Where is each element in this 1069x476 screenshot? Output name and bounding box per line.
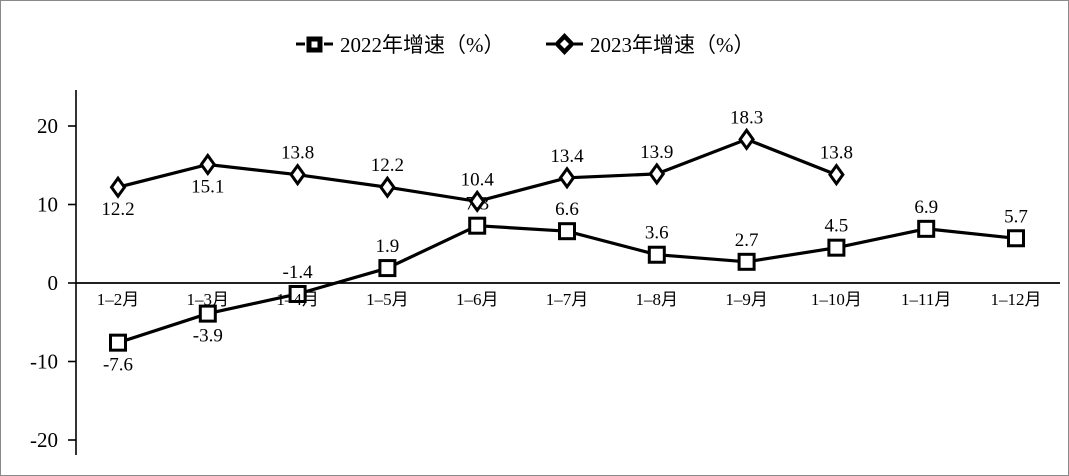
data-point-marker-diamond[interactable] xyxy=(828,163,845,187)
x-axis-category-label: 1–3月 xyxy=(187,290,230,309)
data-point-label: 18.3 xyxy=(730,107,763,128)
data-point-marker-square[interactable] xyxy=(198,304,217,323)
x-axis-category-label: 1–9月 xyxy=(725,290,768,309)
data-point-label: 13.4 xyxy=(550,146,584,167)
data-point-label: 12.2 xyxy=(371,155,404,176)
data-point-labels: -7.6 -3.9 -1.4 1.9 7.3 6.6 3.6 2.7 4.5 6.9 5.7 12.2… xyxy=(101,107,1028,375)
x-axis-category-label: 1–7月 xyxy=(546,290,589,309)
y-tick-label: -20 xyxy=(30,428,58,452)
series-layer xyxy=(109,127,1025,352)
data-point-marker-diamond[interactable] xyxy=(109,175,127,199)
data-point-marker-diamond[interactable] xyxy=(558,166,576,190)
data-point-label: 3.6 xyxy=(645,223,669,244)
data-point-marker-diamond[interactable] xyxy=(738,127,755,151)
data-point-marker-diamond[interactable] xyxy=(468,189,486,213)
x-axis-category-label: 1–6月 xyxy=(456,290,499,309)
data-point-marker-square[interactable] xyxy=(1007,229,1025,248)
data-point-label: -1.4 xyxy=(283,262,314,283)
data-point-marker-square[interactable] xyxy=(109,333,127,352)
data-point-marker-diamond[interactable] xyxy=(379,175,396,199)
data-point-label: 4.5 xyxy=(825,216,849,237)
y-tick-label: -10 xyxy=(30,350,58,374)
data-point-label: 12.2 xyxy=(101,199,134,220)
x-axis-category-label: 1–8月 xyxy=(636,290,679,309)
data-point-marker-square[interactable] xyxy=(288,284,307,303)
category-axis-labels: 1–2月 1–3月 1–4月 1–5月 1–6月 1–7月 1–8月 1–9月 1–10月 1–1… xyxy=(97,290,1042,309)
legend-square-inner-2022 xyxy=(311,41,318,48)
series-2023 xyxy=(109,127,845,213)
legend-item-2023[interactable]: 2023年增速（%） xyxy=(546,33,755,57)
data-point-marker-square[interactable] xyxy=(917,219,936,238)
data-point-label: 15.1 xyxy=(191,176,224,197)
y-tick-label: 10 xyxy=(37,193,58,217)
legend-label-2023: 2023年增速（%） xyxy=(590,33,755,57)
x-axis-category-label: 1–12月 xyxy=(991,290,1042,309)
legend-label-2022: 2022年增速（%） xyxy=(340,33,505,57)
data-point-marker-square[interactable] xyxy=(827,238,846,257)
data-point-marker-square[interactable] xyxy=(647,245,666,264)
data-point-label: 13.8 xyxy=(281,143,314,164)
y-axis-ticks: 20 10 0 -10 -20 xyxy=(30,114,76,452)
data-point-label: 6.9 xyxy=(914,197,938,218)
data-point-marker-diamond[interactable] xyxy=(289,163,306,187)
x-axis-category-label: 1–11月 xyxy=(901,290,951,309)
y-axis: 20 10 0 -10 -20 xyxy=(30,90,77,455)
data-point-label: 2.7 xyxy=(735,230,759,251)
data-point-label: 1.9 xyxy=(376,236,400,257)
data-point-marker-square[interactable] xyxy=(558,222,576,241)
y-tick-label: 20 xyxy=(37,114,58,138)
data-point-marker-diamond[interactable] xyxy=(648,162,666,186)
data-point-label: -3.9 xyxy=(193,326,223,347)
x-axis-category-label: 1–4月 xyxy=(276,290,319,309)
data-point-marker-square[interactable] xyxy=(737,252,756,271)
data-point-label: 10.4 xyxy=(461,169,495,190)
chart-legend: 2022年增速（%） 2023年增速（%） xyxy=(296,33,755,57)
data-point-label: 13.8 xyxy=(820,143,853,164)
data-point-marker-diamond[interactable] xyxy=(199,152,217,177)
x-axis-category-label: 1–10月 xyxy=(811,290,862,309)
data-point-marker-square[interactable] xyxy=(468,216,487,235)
data-point-label: 6.6 xyxy=(555,199,579,220)
data-point-label: 13.9 xyxy=(640,142,673,163)
x-axis-category-label: 1–2月 xyxy=(97,290,140,309)
data-point-label: 5.7 xyxy=(1004,206,1028,227)
legend-diamond-inner-2023 xyxy=(560,39,569,49)
y-tick-label: 0 xyxy=(48,271,59,295)
x-axis-category-label: 1–5月 xyxy=(366,290,409,309)
series-2022 xyxy=(109,216,1025,352)
legend-item-2022[interactable]: 2022年增速（%） xyxy=(296,33,505,57)
data-point-marker-square[interactable] xyxy=(378,259,397,278)
data-point-label: 7.3 xyxy=(465,194,489,215)
data-point-label: -7.6 xyxy=(103,355,133,376)
